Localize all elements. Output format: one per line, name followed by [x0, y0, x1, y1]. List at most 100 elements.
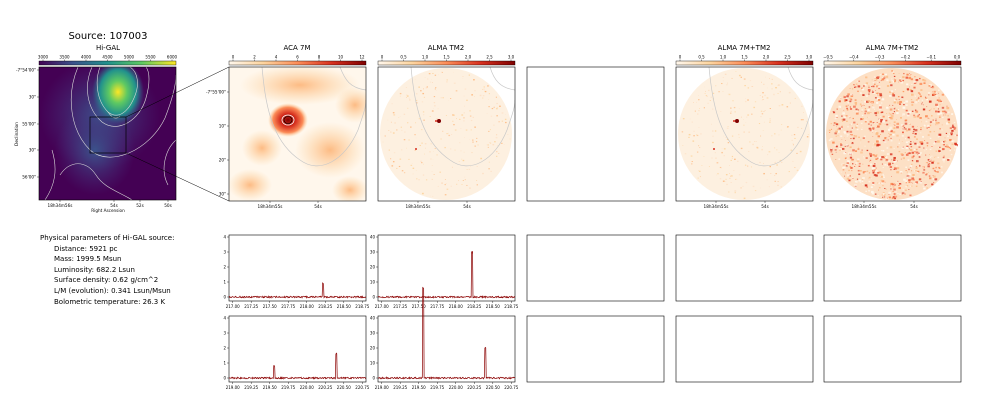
x-tick-label: 217.50: [412, 304, 426, 309]
y-tick-label: 20: [370, 346, 376, 351]
alma7mtm2-colorbar-ticks: 0 0.5 1.0 1.5 2.0 2.5 3.0: [679, 55, 813, 61]
colorbar-tick-label: −0.3: [875, 55, 885, 60]
x-tick-label: 220.75: [355, 385, 369, 390]
alma7mtm2-res-colorbar: [823, 60, 962, 66]
y-tick-label: 30: [370, 250, 376, 255]
y-tick-label: 40: [370, 235, 376, 240]
x-tick-label: 54s: [463, 204, 471, 209]
higal-title: Hi-GAL: [96, 44, 120, 52]
colorbar-tick-label: 4: [275, 55, 278, 60]
aca7m-image: [229, 67, 366, 201]
y-tick-label: 2: [223, 346, 226, 351]
y-tick-label: 0: [223, 376, 226, 381]
colorbar-tick-label: 8: [318, 55, 321, 60]
alma7mtm2-x-ticks: 18h34m55s 54s: [704, 201, 769, 209]
colorbar-tick-label: 0.0: [954, 55, 961, 60]
spec_aca_1: 0 1 2 3 4 217.00 217.25 217.50 217.75 218.00 218.2…: [223, 235, 369, 310]
colorbar-tick-label: 5500: [145, 55, 156, 60]
x-tick-label: 218.25: [318, 304, 332, 309]
aca7m-x-ticks: 18h34m55s 54s: [258, 201, 322, 209]
empty-spectrum-r1-c6: [823, 234, 962, 302]
colorbar-tick-label: 0: [381, 55, 384, 60]
figure-title: Source: 107003: [68, 31, 147, 42]
spectrum-line: [377, 251, 516, 299]
colorbar-tick-label: 2.0: [763, 55, 770, 60]
colorbar-tick-label: 1.0: [422, 55, 429, 60]
spectrum-frame: [377, 315, 516, 383]
colorbar-tick-label: 2: [253, 55, 256, 60]
y-tick-label: 0: [372, 376, 375, 381]
aca7m-colorbar: [228, 60, 367, 66]
spectrum-frame: [377, 234, 516, 302]
colorbar-tick-label: 3.0: [508, 55, 515, 60]
y-tick-label: 10": [219, 124, 226, 129]
y-tick-label: 4: [223, 235, 226, 240]
x-tick-label: 220.50: [486, 385, 500, 390]
colorbar-tick-label: −0.2: [901, 55, 911, 60]
colorbar-tick-label: 0.5: [400, 55, 407, 60]
empty-spectrum-r2-c6: [823, 315, 962, 383]
x-tick-label: 18h34m55s: [704, 204, 729, 209]
colorbar-tick-label: 3500: [59, 55, 70, 60]
x-tick-label: 217.50: [263, 304, 277, 309]
x-tick-label: 219.00: [375, 385, 389, 390]
colorbar-tick-label: −0.4: [849, 55, 859, 60]
x-tick-label: 18h34m55s: [406, 204, 431, 209]
y-tick-label: 0: [372, 295, 375, 300]
colorbar-tick-label: 2.5: [784, 55, 791, 60]
spectrum-line: [228, 352, 367, 380]
x-tick-label: 217.25: [393, 304, 407, 309]
x-tick-label: 219.00: [226, 385, 240, 390]
empty-spectrum-r2-c5: [675, 315, 814, 383]
x-tick-label: 220.50: [337, 385, 351, 390]
empty-spectrum-r2-c4: [526, 315, 665, 383]
x-tick-label: 219.75: [430, 385, 444, 390]
alma7mtm2-res-image: [824, 67, 961, 201]
empty-image-panel: [526, 66, 665, 202]
x-tick-label: 18h34m55s: [258, 204, 283, 209]
x-tick-label: 220.00: [449, 385, 463, 390]
higal-colorbar: [38, 60, 177, 66]
x-tick-label: 220.00: [300, 385, 314, 390]
colorbar-tick-label: 2.0: [465, 55, 472, 60]
aca7m-colorbar-ticks: 0 2 4 6 8 10 12: [232, 55, 365, 61]
x-tick-label: 220.25: [467, 385, 481, 390]
x-tick-label: 218.25: [467, 304, 481, 309]
colorbar-tick-label: 3000: [38, 55, 49, 60]
almatm2-colorbar: [377, 60, 516, 66]
spec_aca_2: 0 1 2 3 4 219.00 219.25 219.50 219.75 220.00 220.2…: [223, 316, 369, 391]
x-tick-label: 217.25: [244, 304, 258, 309]
param-bolometric-temperature: Bolometric temperature: 26.3 K: [54, 297, 166, 306]
x-tick-label: 219.25: [244, 385, 258, 390]
alma7mtm2-title: ALMA 7M+TM2: [718, 44, 771, 52]
colorbar-tick-label: 6000: [167, 55, 178, 60]
param-luminosity: Luminosity: 682.2 Lsun: [54, 265, 135, 274]
y-tick-label: 1: [223, 280, 226, 285]
y-tick-label: 56'00": [22, 175, 36, 180]
higal-x-ticks: 18h34m56s 54s 52s 50s: [48, 200, 172, 208]
higal-zoom-box: [89, 116, 127, 154]
y-tick-label: 40: [370, 316, 376, 321]
alma7mtm2-res-panel: ALMA 7M+TM2 −0.5 −0.4 −0.3 −0.2 −0.1 0.0 18h3…: [823, 44, 962, 209]
x-tick-label: 218.00: [449, 304, 463, 309]
y-tick-label: 10: [370, 280, 376, 285]
spectrum-frame: [228, 315, 367, 383]
y-tick-label: 3: [223, 331, 226, 336]
colorbar-tick-label: −0.1: [926, 55, 936, 60]
alma7mtm2-colorbar: [675, 60, 814, 66]
param-mass: Mass: 1999.5 Msun: [54, 255, 122, 264]
y-tick-label: 20: [370, 265, 376, 270]
spectrum-line: [228, 282, 367, 299]
almatm2-title: ALMA TM2: [428, 44, 465, 52]
physical-parameters: Physical parameters of Hi-GAL source: Di…: [40, 233, 174, 307]
zoom-connector-top: [125, 66, 230, 118]
x-tick-label: 219.25: [393, 385, 407, 390]
x-tick-label: 220.25: [318, 385, 332, 390]
param-distance: Distance: 5921 pc: [54, 244, 118, 253]
colorbar-tick-label: 4000: [81, 55, 92, 60]
x-tick-label: 219.75: [281, 385, 295, 390]
higal-image: [39, 67, 176, 200]
x-tick-label: 54s: [314, 204, 322, 209]
y-tick-label: -7°55'00": [206, 90, 226, 95]
